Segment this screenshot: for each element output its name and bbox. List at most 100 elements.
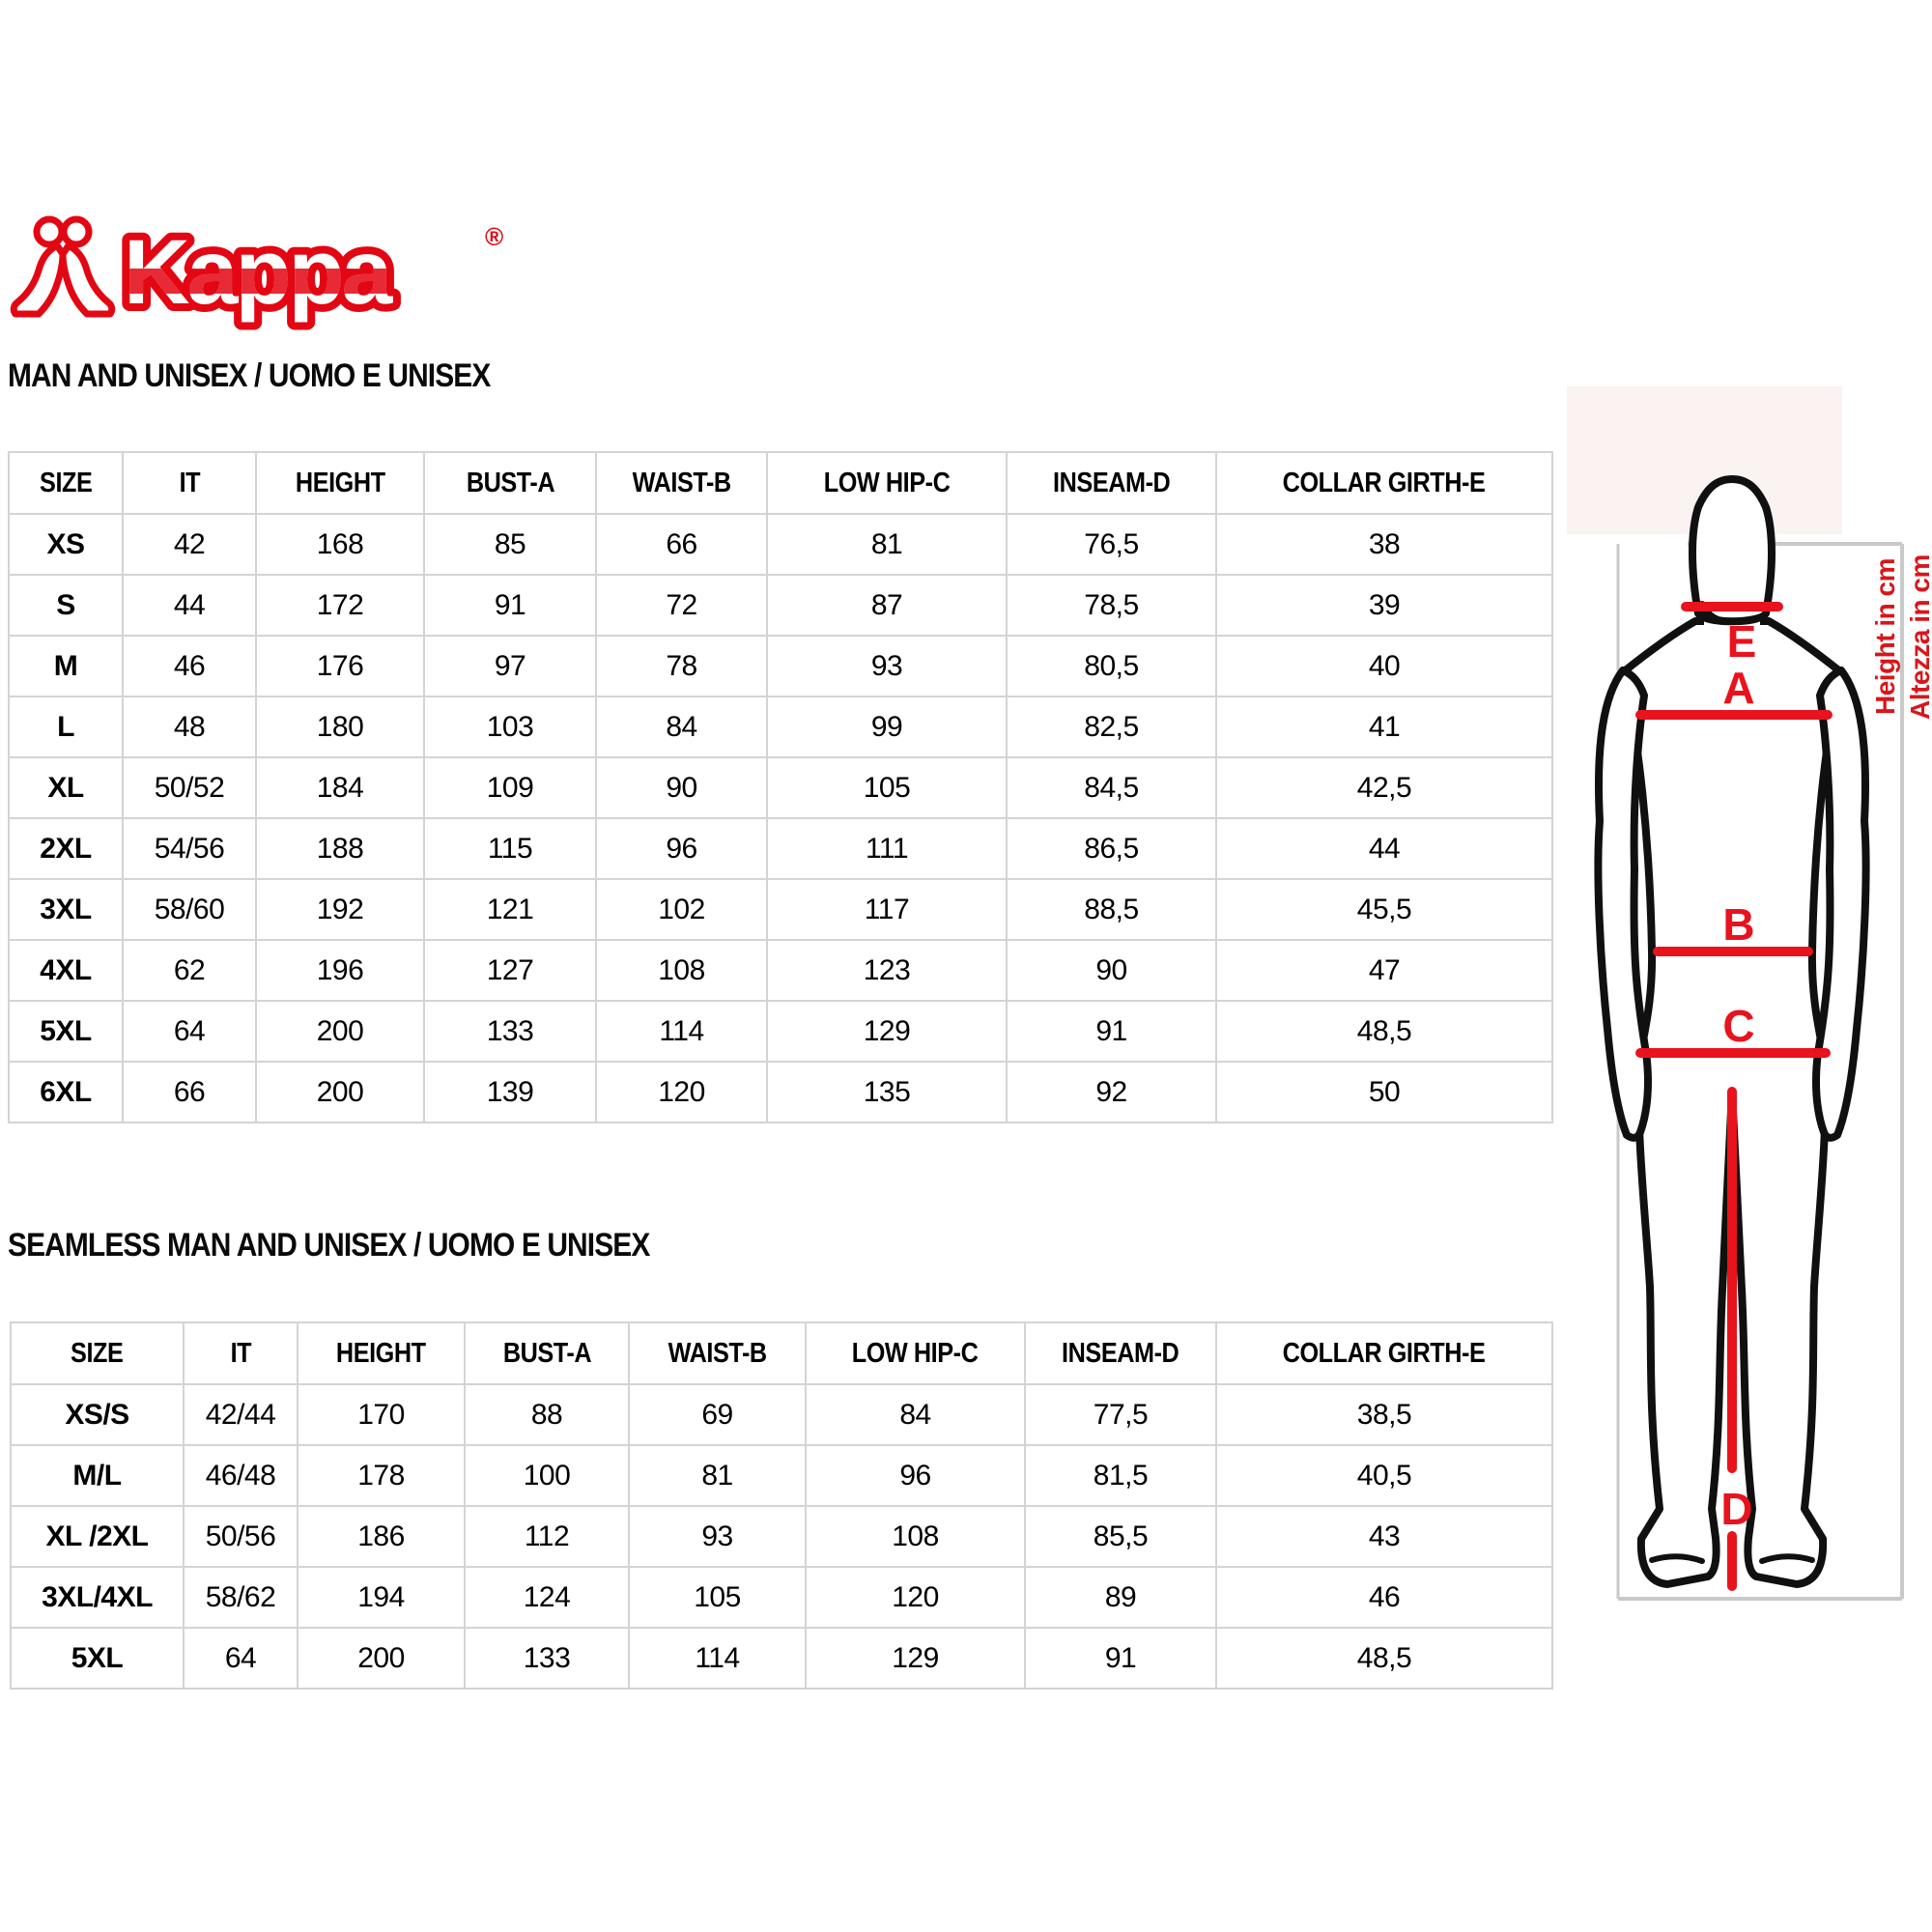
size-cell: L	[8, 696, 124, 758]
size-cell: XL	[8, 756, 124, 819]
value-cell: 40	[1215, 635, 1553, 697]
value-cell: 112	[464, 1505, 630, 1568]
table-row: XS/S 42/44 170 88 69 84 77,5 38,5	[10, 1383, 1553, 1446]
value-cell: 44	[1215, 817, 1553, 880]
value-cell: 42/44	[183, 1383, 298, 1446]
value-cell: 66	[122, 1061, 257, 1123]
value-cell: 72	[595, 574, 768, 637]
column-header: SIZE	[8, 451, 124, 515]
value-cell: 200	[297, 1627, 466, 1690]
value-cell: 97	[423, 635, 597, 697]
value-cell: 200	[255, 1000, 425, 1063]
value-cell: 40,5	[1215, 1444, 1553, 1507]
size-cell: 3XL/4XL	[10, 1566, 185, 1629]
value-cell: 87	[766, 574, 1008, 637]
value-cell: 135	[766, 1061, 1008, 1123]
value-cell: 93	[766, 635, 1008, 697]
size-cell: XS	[8, 513, 124, 576]
value-cell: 46	[122, 635, 257, 697]
figure-outline	[1594, 475, 1870, 1588]
value-cell: 44	[122, 574, 257, 637]
value-cell: 168	[255, 513, 425, 576]
size-cell: 3XL	[8, 878, 124, 941]
value-cell: 38,5	[1215, 1383, 1553, 1446]
value-cell: 41	[1215, 696, 1553, 758]
value-cell: 45,5	[1215, 878, 1553, 941]
value-cell: 115	[423, 817, 597, 880]
value-cell: 81,5	[1024, 1444, 1217, 1507]
value-cell: 50/52	[122, 756, 257, 819]
value-cell: 124	[464, 1566, 630, 1629]
value-cell: 129	[805, 1627, 1026, 1690]
value-cell: 50/56	[183, 1505, 298, 1568]
value-cell: 91	[1024, 1627, 1217, 1690]
table-row: 5XL 64 200 133 114 129 91 48,5	[8, 1000, 1553, 1063]
value-cell: 120	[595, 1061, 768, 1123]
value-cell: 102	[595, 878, 768, 941]
value-cell: 111	[766, 817, 1008, 880]
table-row: 4XL 62 196 127 108 123 90 47	[8, 939, 1553, 1002]
value-cell: 200	[255, 1061, 425, 1123]
value-cell: 120	[805, 1566, 1026, 1629]
size-cell: XS/S	[10, 1383, 185, 1446]
value-cell: 47	[1215, 939, 1553, 1002]
column-header: HEIGHT	[297, 1321, 466, 1385]
column-header: COLLAR GIRTH-E	[1215, 1321, 1553, 1385]
value-cell: 129	[766, 1000, 1008, 1063]
svg-text:Kappa: Kappa	[124, 221, 394, 324]
column-header: LOW HIP-C	[805, 1321, 1026, 1385]
value-cell: 123	[766, 939, 1008, 1002]
header-row: SIZE IT HEIGHT BUST-A WAIST-B LOW HIP-C INSEAM…	[8, 451, 1553, 515]
value-cell: 114	[595, 1000, 768, 1063]
column-header: INSEAM-D	[1024, 1321, 1217, 1385]
size-cell: M/L	[10, 1444, 185, 1507]
value-cell: 186	[297, 1505, 466, 1568]
column-header: BUST-A	[464, 1321, 630, 1385]
value-cell: 42	[122, 513, 257, 576]
table-row: XS 42 168 85 66 81 76,5 38	[8, 513, 1553, 576]
value-cell: 54/56	[122, 817, 257, 880]
value-cell: 127	[423, 939, 597, 1002]
measure-label-c: C	[1722, 1001, 1754, 1051]
registered-mark: ®	[485, 222, 503, 251]
value-cell: 90	[1006, 939, 1217, 1002]
size-cell: XL /2XL	[10, 1505, 185, 1568]
value-cell: 96	[595, 817, 768, 880]
value-cell: 78	[595, 635, 768, 697]
value-cell: 105	[766, 756, 1008, 819]
value-cell: 62	[122, 939, 257, 1002]
height-note-it: Altezza in cm	[1905, 554, 1932, 720]
column-header: COLLAR GIRTH-E	[1215, 451, 1553, 515]
value-cell: 188	[255, 817, 425, 880]
table-row: 3XL 58/60 192 121 102 117 88,5 45,5	[8, 878, 1553, 941]
value-cell: 192	[255, 878, 425, 941]
value-cell: 84	[595, 696, 768, 758]
value-cell: 76,5	[1006, 513, 1217, 576]
value-cell: 85,5	[1024, 1505, 1217, 1568]
size-cell: 5XL	[8, 1000, 124, 1063]
value-cell: 48	[122, 696, 257, 758]
value-cell: 93	[628, 1505, 807, 1568]
value-cell: 84	[805, 1383, 1026, 1446]
measure-label-b: B	[1722, 899, 1754, 950]
size-cell: 5XL	[10, 1627, 185, 1690]
value-cell: 194	[297, 1566, 466, 1629]
value-cell: 43	[1215, 1505, 1553, 1568]
body-diagram: E A B C D	[1594, 475, 1904, 1601]
column-header: INSEAM-D	[1006, 451, 1217, 515]
value-cell: 58/62	[183, 1566, 298, 1629]
value-cell: 114	[628, 1627, 807, 1690]
value-cell: 133	[423, 1000, 597, 1063]
value-cell: 91	[423, 574, 597, 637]
value-cell: 99	[766, 696, 1008, 758]
size-cell: 6XL	[8, 1061, 124, 1123]
size-table-man: SIZE IT HEIGHT BUST-A WAIST-B LOW HIP-C INSEAM…	[8, 451, 1553, 1123]
value-cell: 50	[1215, 1061, 1553, 1123]
value-cell: 133	[464, 1627, 630, 1690]
value-cell: 81	[628, 1444, 807, 1507]
column-header: IT	[122, 451, 257, 515]
value-cell: 105	[628, 1566, 807, 1629]
value-cell: 66	[595, 513, 768, 576]
value-cell: 82,5	[1006, 696, 1217, 758]
